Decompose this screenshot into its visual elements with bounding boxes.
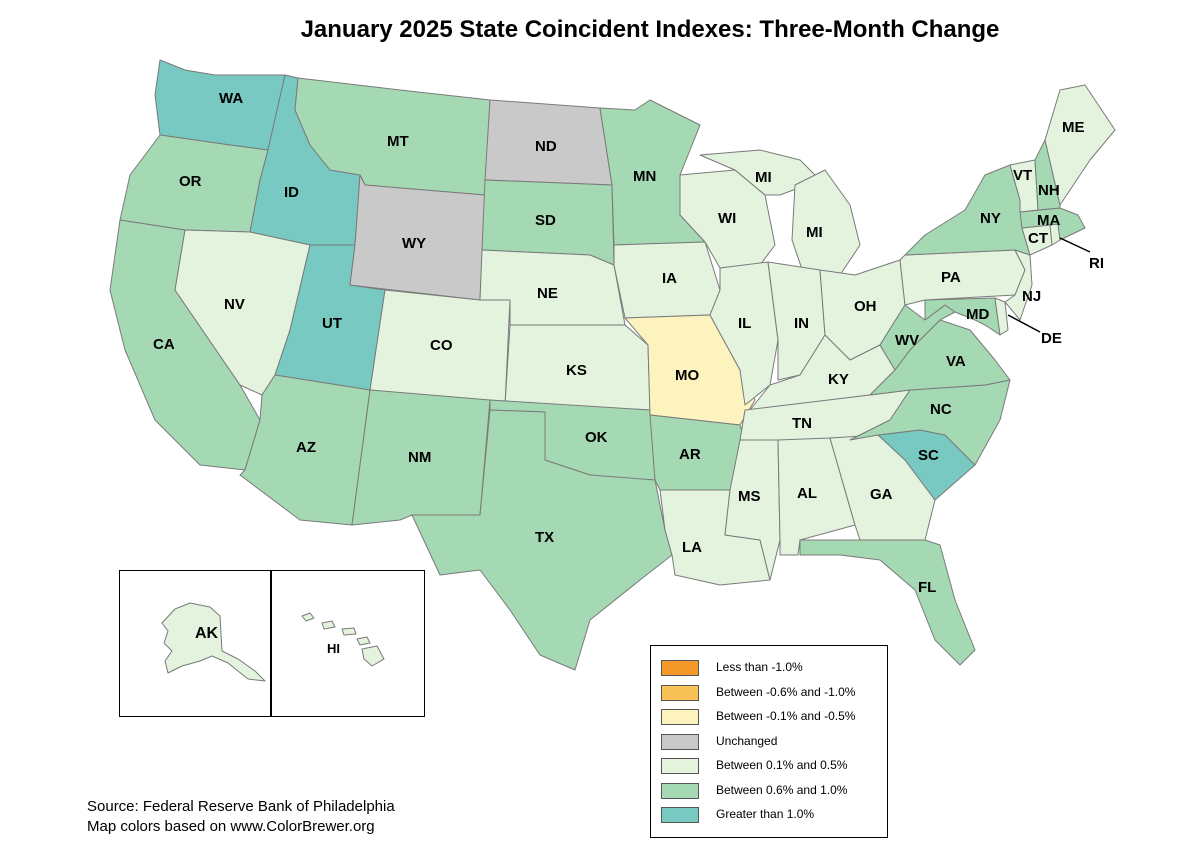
state-label-ky: KY — [828, 371, 849, 388]
state-label-me: ME — [1062, 119, 1085, 136]
state-co — [369, 289, 511, 406]
state-label-pa: PA — [941, 269, 961, 286]
state-label-nm: NM — [408, 449, 431, 466]
state-label-wv: WV — [895, 332, 919, 349]
state-label-nd: ND — [535, 138, 557, 155]
state-label-mt: MT — [387, 133, 409, 150]
legend-label: Between -0.1% and -0.5% — [716, 709, 856, 723]
state-label-wi: WI — [718, 210, 736, 227]
legend-swatch — [661, 733, 699, 750]
legend-label: Between -0.6% and -1.0% — [716, 684, 856, 699]
source-line-1: Source: Federal Reserve Bank of Philadel… — [87, 798, 395, 815]
state-label-md: MD — [966, 306, 989, 323]
leader-line-de — [1007, 314, 1041, 333]
state-label-al: AL — [797, 485, 817, 502]
state-label-sd: SD — [535, 212, 556, 229]
state-hi-2 — [321, 620, 336, 630]
state-label-id: ID — [284, 184, 299, 201]
hawaii-inset: HI — [271, 570, 425, 717]
state-label-ny: NY — [980, 210, 1001, 227]
state-label-va: VA — [946, 353, 966, 370]
legend-swatch — [661, 709, 699, 725]
alaska-map: AK — [161, 602, 266, 682]
state-label-tx: TX — [535, 529, 554, 546]
state-label-ak: AK — [195, 625, 219, 642]
state-ak — [161, 602, 266, 682]
legend-label: Greater than 1.0% — [716, 807, 815, 821]
state-ma — [1019, 207, 1086, 241]
state-label-nv: NV — [224, 296, 245, 313]
state-ny — [904, 164, 1031, 256]
state-mi-lower — [791, 169, 861, 279]
state-label-ga: GA — [870, 486, 893, 503]
alaska-inset: AK — [119, 570, 271, 717]
state-nh — [1034, 139, 1061, 211]
state-label-ks: KS — [566, 362, 587, 379]
hawaii-map: HI — [301, 612, 385, 667]
state-label-ri: RI — [1089, 255, 1104, 272]
state-pa — [899, 249, 1026, 306]
state-vt — [1009, 159, 1039, 213]
state-label-co: CO — [430, 337, 453, 354]
state-label-la: LA — [682, 539, 702, 556]
legend-label: Less than -1.0% — [716, 660, 803, 674]
state-label-sc: SC — [918, 447, 939, 464]
state-label-de: DE — [1041, 330, 1062, 347]
state-label-ma: MA — [1037, 212, 1060, 229]
state-tx — [411, 409, 673, 671]
state-label-ms: MS — [738, 488, 761, 505]
state-label-nc: NC — [930, 401, 952, 418]
state-hi-3 — [341, 627, 357, 636]
state-hi-4 — [356, 636, 371, 646]
legend-label: Between 0.1% and 0.5% — [716, 758, 848, 772]
state-me — [1044, 84, 1116, 206]
state-label-mi-upper: MI — [755, 169, 772, 186]
state-label-or: OR — [179, 173, 202, 190]
state-label-ar: AR — [679, 446, 701, 463]
state-label-ne: NE — [537, 285, 558, 302]
state-de — [994, 297, 1009, 336]
state-label-mi-lower: MI — [806, 224, 823, 241]
state-label-ia: IA — [662, 270, 677, 287]
state-label-az: AZ — [296, 439, 316, 456]
legend-swatch — [661, 758, 699, 774]
state-label-mo: MO — [675, 367, 699, 384]
state-hi-5 — [361, 645, 385, 667]
state-label-in: IN — [794, 315, 809, 332]
leader-line-ri — [1059, 237, 1091, 253]
state-label-vt: VT — [1013, 167, 1032, 184]
state-fl — [799, 539, 976, 666]
state-label-ok: OK — [585, 429, 608, 446]
legend: Less than -1.0% Between -0.6% and -1.0% Be… — [650, 645, 888, 838]
state-label-fl: FL — [918, 579, 936, 596]
state-label-oh: OH — [854, 298, 877, 315]
state-label-ca: CA — [153, 336, 175, 353]
state-label-wa: WA — [219, 90, 243, 107]
legend-swatch — [661, 807, 699, 823]
legend-label: Unchanged — [716, 733, 778, 748]
state-label-ut: UT — [322, 315, 342, 332]
legend-label: Between 0.6% and 1.0% — [716, 782, 848, 797]
state-hi-1 — [301, 612, 315, 622]
state-label-wy: WY — [402, 235, 426, 252]
state-nj — [1004, 249, 1033, 321]
source-line-2: Map colors based on www.ColorBrewer.org — [87, 818, 375, 835]
legend-swatch — [661, 660, 699, 676]
state-label-il: IL — [738, 315, 751, 332]
legend-swatch — [661, 782, 699, 799]
map-title: January 2025 State Coincident Indexes: T… — [300, 16, 1000, 43]
state-label-nj: NJ — [1022, 288, 1041, 305]
state-label-nh: NH — [1038, 182, 1060, 199]
state-label-tn: TN — [792, 415, 812, 432]
state-label-mn: MN — [633, 168, 656, 185]
state-label-hi: HI — [327, 641, 340, 656]
state-label-ct: CT — [1028, 230, 1048, 247]
legend-swatch — [661, 684, 699, 701]
